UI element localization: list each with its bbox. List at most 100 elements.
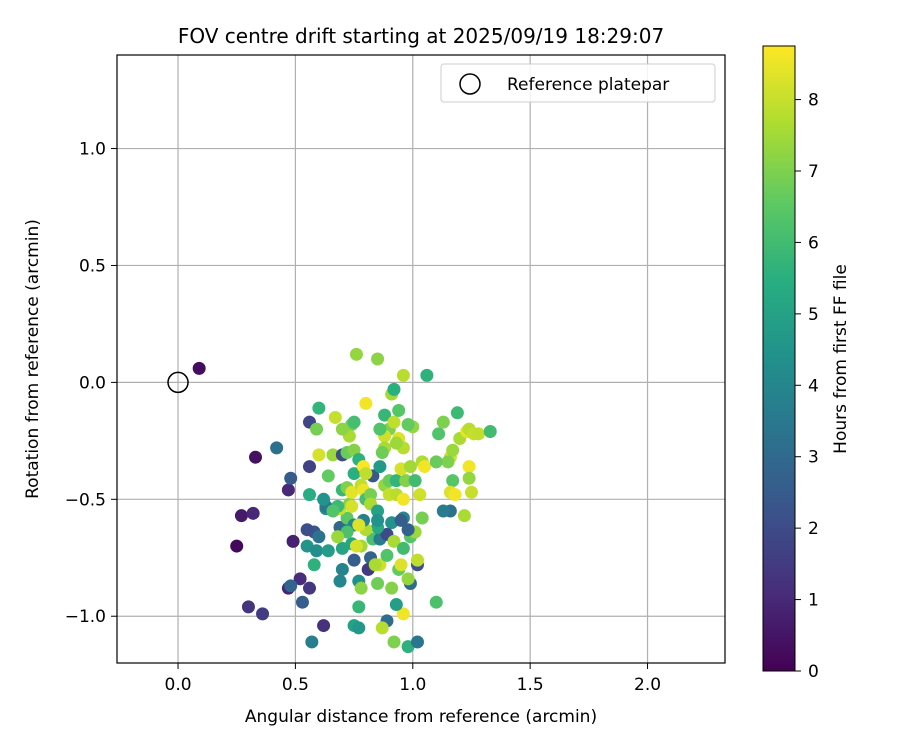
x-tick-label: 0.0 (165, 675, 192, 695)
colorbar-tick-label: 5 (808, 305, 819, 325)
data-point (432, 427, 446, 441)
legend-entry-reference-platepar: Reference platepar (507, 75, 669, 95)
data-point (387, 382, 401, 396)
data-point (401, 572, 415, 586)
data-point (408, 474, 422, 488)
data-point (307, 558, 321, 572)
data-point (270, 441, 284, 455)
data-point (413, 488, 427, 502)
data-point (321, 544, 335, 558)
data-point (310, 544, 324, 558)
data-point (403, 460, 417, 474)
data-point (331, 530, 345, 544)
data-point (450, 406, 464, 420)
x-tick-label: 0.5 (282, 675, 309, 695)
data-point (375, 446, 389, 460)
colorbar-gradient (762, 45, 796, 672)
y-tick-label: −0.5 (65, 490, 106, 510)
data-point (347, 553, 361, 567)
colorbar-tick-label: 6 (808, 233, 819, 253)
data-point (249, 450, 263, 464)
x-tick-label: 1.5 (517, 675, 544, 695)
data-point (321, 469, 335, 483)
data-point (396, 492, 410, 506)
plot-frame (116, 54, 726, 664)
y-tick-label: 1.0 (79, 140, 106, 160)
y-axis-label: Rotation from reference (arcmin) (23, 219, 43, 499)
data-point (312, 448, 326, 462)
x-axis-label: Angular distance from reference (arcmin) (245, 707, 597, 727)
reference-point (167, 371, 189, 394)
data-point (354, 581, 368, 595)
data-point (302, 581, 316, 595)
data-point (295, 595, 309, 609)
y-tick-label: 0.5 (79, 256, 106, 276)
data-point (359, 467, 373, 481)
chart-title: FOV centre drift starting at 2025/09/19 … (178, 24, 664, 48)
data-point (410, 635, 424, 649)
data-point (230, 539, 244, 553)
data-point (371, 504, 385, 518)
data-point (302, 488, 316, 502)
data-point (446, 443, 460, 457)
data-point (415, 511, 429, 525)
data-point (349, 539, 363, 553)
data-point (302, 460, 316, 474)
data-point (420, 368, 434, 382)
data-point (345, 499, 359, 513)
colorbar-tick-label: 2 (808, 519, 819, 539)
data-point (246, 506, 260, 520)
data-point (241, 600, 255, 614)
data-point (401, 523, 415, 537)
data-point (462, 471, 476, 485)
colorbar-tick-label: 3 (808, 448, 819, 468)
data-point (335, 562, 349, 576)
data-point (371, 576, 385, 590)
colorbar-tick-label: 7 (808, 162, 819, 182)
data-point (284, 471, 298, 485)
data-point (284, 579, 298, 593)
data-point (371, 352, 385, 366)
colorbar-tick-label: 0 (808, 662, 819, 682)
data-point (394, 558, 408, 572)
data-point (310, 422, 324, 436)
data-point (293, 572, 307, 586)
legend-box (440, 63, 716, 103)
data-point (387, 415, 401, 429)
data-point (457, 509, 471, 523)
x-tick-label: 2.0 (634, 675, 661, 695)
data-point (448, 488, 462, 502)
data-point (464, 485, 478, 499)
data-point (359, 396, 373, 410)
data-point (373, 460, 387, 474)
data-point (281, 483, 295, 497)
data-point (380, 548, 394, 562)
data-point (317, 619, 331, 633)
data-point (333, 574, 347, 588)
data-point (312, 401, 326, 415)
data-point (256, 607, 270, 621)
data-point (347, 415, 361, 429)
data-point (394, 513, 408, 527)
data-point (385, 581, 399, 595)
data-point (234, 509, 248, 523)
data-point (436, 504, 450, 518)
data-point (462, 460, 476, 474)
data-point (373, 422, 387, 436)
data-point (368, 558, 382, 572)
data-point (352, 518, 366, 532)
grid-lines (117, 55, 725, 663)
data-point (192, 361, 206, 375)
data-point (317, 492, 331, 506)
data-point (352, 600, 366, 614)
data-point (375, 621, 389, 635)
data-point (345, 485, 359, 499)
data-point (326, 504, 340, 518)
data-point (286, 534, 300, 548)
data-point (300, 523, 314, 537)
x-axis-ticks: 0.0 0.5 1.0 1.5 2.0 (165, 663, 661, 695)
data-point (396, 541, 410, 555)
data-point (410, 553, 424, 567)
data-point (328, 410, 342, 424)
